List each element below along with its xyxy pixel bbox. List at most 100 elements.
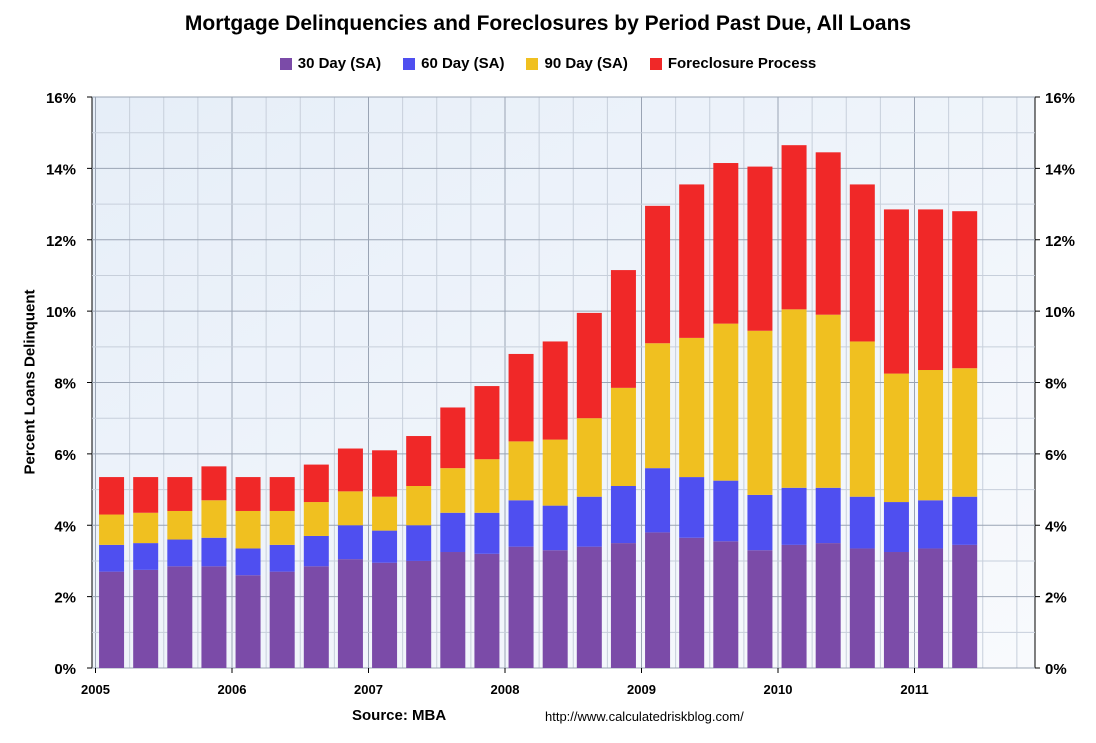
legend-item-60-day: 60 Day (SA) bbox=[403, 55, 504, 72]
bar-foreclosure bbox=[133, 477, 159, 513]
bar-30-day bbox=[849, 548, 875, 668]
bar-foreclosure bbox=[167, 477, 193, 511]
bar-90-day bbox=[918, 370, 944, 501]
bar-30-day bbox=[99, 571, 125, 668]
bar-90-day bbox=[201, 500, 227, 538]
bar-60-day bbox=[883, 502, 909, 553]
bar-90-day bbox=[269, 510, 295, 545]
bar-foreclosure bbox=[645, 205, 671, 344]
bar-foreclosure bbox=[815, 152, 841, 315]
bar-60-day bbox=[849, 496, 875, 549]
bar-foreclosure bbox=[747, 166, 773, 331]
bar-30-day bbox=[645, 532, 671, 668]
bar-60-day bbox=[508, 500, 534, 547]
bar-60-day bbox=[781, 487, 807, 545]
bar-90-day bbox=[474, 459, 500, 513]
bar-foreclosure bbox=[952, 211, 978, 369]
bar-30-day bbox=[269, 571, 295, 668]
bars bbox=[99, 145, 978, 668]
bar-foreclosure bbox=[406, 436, 432, 486]
bar-30-day bbox=[440, 552, 466, 668]
bar-90-day bbox=[133, 512, 159, 544]
bar-30-day bbox=[610, 543, 636, 668]
legend-item-foreclosure: Foreclosure Process bbox=[649, 55, 816, 72]
bar-90-day bbox=[337, 491, 363, 526]
bar-60-day bbox=[815, 487, 841, 544]
bar-90-day bbox=[508, 441, 534, 501]
bar-foreclosure bbox=[201, 466, 227, 501]
legend-swatch-foreclosure bbox=[649, 57, 662, 70]
legend-item-90-day: 90 Day (SA) bbox=[526, 55, 628, 72]
bar-foreclosure bbox=[610, 270, 636, 388]
y-tick-label-right: 4% bbox=[1045, 518, 1067, 535]
bar-90-day bbox=[99, 514, 125, 545]
bar-30-day bbox=[303, 566, 329, 668]
bar-90-day bbox=[781, 309, 807, 488]
bar-60-day bbox=[372, 530, 398, 563]
y-tick-label-left: 12% bbox=[46, 233, 76, 250]
bar-60-day bbox=[337, 525, 363, 560]
chart-title: Mortgage Delinquencies and Foreclosures … bbox=[184, 12, 912, 35]
bar-foreclosure bbox=[303, 464, 329, 503]
bar-60-day bbox=[474, 512, 500, 554]
bar-30-day bbox=[474, 553, 500, 668]
bar-90-day bbox=[849, 341, 875, 497]
bar-30-day bbox=[918, 548, 944, 668]
y-tick-label-right: 14% bbox=[1045, 161, 1075, 178]
legend: 30 Day (SA) 60 Day (SA) 90 Day (SA) Fore… bbox=[0, 55, 1096, 72]
bar-60-day bbox=[576, 496, 602, 547]
bar-90-day bbox=[303, 502, 329, 536]
x-tick-label-year: 2010 bbox=[764, 682, 793, 697]
bar-60-day bbox=[747, 494, 773, 551]
source-label: Source: MBA bbox=[352, 707, 447, 724]
bar-30-day bbox=[576, 546, 602, 668]
bar-foreclosure bbox=[679, 184, 705, 338]
y-tick-label-left: 10% bbox=[46, 304, 76, 321]
bar-60-day bbox=[918, 500, 944, 549]
bar-foreclosure bbox=[781, 145, 807, 310]
bar-60-day bbox=[133, 543, 159, 570]
bar-60-day bbox=[440, 512, 466, 553]
bar-60-day bbox=[610, 485, 636, 544]
bar-30-day bbox=[679, 537, 705, 668]
bar-30-day bbox=[542, 550, 568, 668]
bar-30-day bbox=[781, 544, 807, 668]
legend-label-90-day: 90 Day (SA) bbox=[544, 55, 628, 72]
bar-60-day bbox=[952, 496, 978, 545]
bar-90-day bbox=[167, 510, 193, 540]
y-tick-label-left: 4% bbox=[54, 518, 76, 535]
bar-30-day bbox=[337, 559, 363, 668]
y-tick-label-right: 10% bbox=[1045, 304, 1075, 321]
bar-30-day bbox=[133, 569, 159, 668]
bar-30-day bbox=[713, 541, 739, 668]
bar-foreclosure bbox=[269, 477, 295, 511]
y-tick-label-left: 2% bbox=[54, 590, 76, 607]
bar-60-day bbox=[303, 535, 329, 567]
bar-90-day bbox=[679, 337, 705, 478]
y-tick-label-left: 8% bbox=[54, 376, 76, 393]
bar-90-day bbox=[883, 373, 909, 503]
bar-30-day bbox=[508, 546, 534, 668]
y-tick-label-right: 12% bbox=[1045, 233, 1075, 250]
legend-item-30-day: 30 Day (SA) bbox=[279, 55, 382, 72]
bar-60-day bbox=[167, 539, 193, 567]
url-label: http://www.calculatedriskblog.com/ bbox=[545, 709, 744, 724]
bar-90-day bbox=[610, 387, 636, 486]
legend-swatch-90-day bbox=[526, 57, 539, 70]
y-tick-label-right: 0% bbox=[1045, 661, 1067, 678]
bar-90-day bbox=[235, 510, 261, 549]
bar-60-day bbox=[713, 480, 739, 542]
bar-foreclosure bbox=[337, 448, 363, 492]
bar-foreclosure bbox=[883, 209, 909, 374]
bar-60-day bbox=[269, 544, 295, 572]
bar-90-day bbox=[645, 343, 671, 469]
y-tick-label-left: 14% bbox=[46, 161, 76, 178]
bar-60-day bbox=[201, 537, 227, 567]
bar-30-day bbox=[406, 560, 432, 668]
bar-90-day bbox=[952, 368, 978, 497]
bar-30-day bbox=[815, 543, 841, 668]
bar-30-day bbox=[952, 544, 978, 668]
legend-label-30-day: 30 Day (SA) bbox=[297, 55, 382, 72]
bar-60-day bbox=[235, 548, 261, 576]
